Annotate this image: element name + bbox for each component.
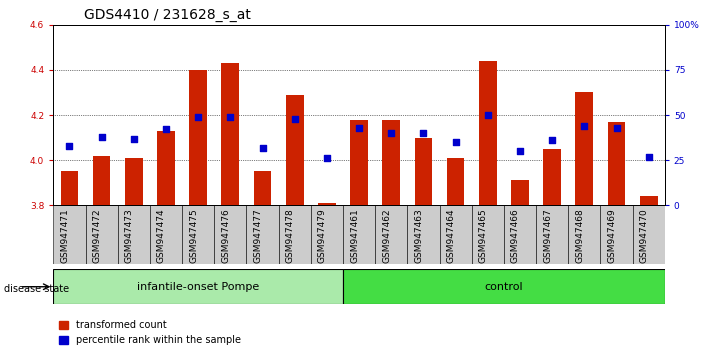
Point (353, 125, 365, 131)
Text: control: control (485, 282, 523, 292)
Bar (447, 158, 464, 205)
Text: GDS4410 / 231628_s_at: GDS4410 / 231628_s_at (84, 8, 251, 22)
Text: GSM947478: GSM947478 (286, 208, 294, 263)
Bar (536, 205, 568, 264)
Bar (575, 92, 593, 205)
Text: GSM947471: GSM947471 (60, 208, 70, 263)
Bar (53, 205, 85, 264)
Text: GSM947469: GSM947469 (607, 208, 616, 263)
Bar (254, 171, 272, 205)
Bar (471, 205, 504, 264)
Bar (383, 120, 400, 205)
Bar (150, 205, 182, 264)
Bar (53, 269, 343, 304)
Bar (214, 205, 247, 264)
Text: GSM947479: GSM947479 (318, 208, 327, 263)
Point (418, 130, 429, 136)
Bar (439, 205, 471, 264)
Bar (311, 205, 343, 264)
Bar (608, 122, 626, 205)
Text: GSM947477: GSM947477 (254, 208, 262, 263)
Bar (125, 158, 143, 205)
Bar (511, 181, 529, 205)
Legend: transformed count, percentile rank within the sample: transformed count, percentile rank withi… (55, 316, 245, 349)
Bar (600, 205, 633, 264)
Point (450, 139, 461, 145)
Bar (504, 205, 536, 264)
Point (547, 137, 558, 143)
Bar (479, 61, 496, 205)
Text: GSM947465: GSM947465 (479, 208, 488, 263)
Bar (118, 205, 150, 264)
Text: GSM947476: GSM947476 (221, 208, 230, 263)
Point (225, 114, 236, 120)
Bar (247, 205, 279, 264)
Bar (85, 205, 118, 264)
Text: GSM947475: GSM947475 (189, 208, 198, 263)
Bar (543, 149, 561, 205)
Point (96, 134, 107, 139)
Text: GSM947464: GSM947464 (447, 208, 456, 263)
Point (385, 130, 397, 136)
Text: GSM947462: GSM947462 (383, 208, 391, 263)
Text: disease state: disease state (4, 284, 69, 293)
Bar (182, 205, 214, 264)
Bar (633, 205, 665, 264)
Text: infantile-onset Pompe: infantile-onset Pompe (137, 282, 260, 292)
Point (643, 154, 654, 159)
Bar (189, 70, 207, 205)
Bar (60, 171, 78, 205)
Bar (286, 95, 304, 205)
Bar (415, 138, 432, 205)
Bar (221, 63, 239, 205)
Text: GSM947461: GSM947461 (350, 208, 359, 263)
Point (160, 127, 171, 132)
Bar (407, 205, 439, 264)
Point (579, 123, 590, 129)
Text: GSM947468: GSM947468 (575, 208, 584, 263)
Text: GSM947466: GSM947466 (511, 208, 520, 263)
Text: GSM947474: GSM947474 (157, 208, 166, 263)
Point (64, 143, 75, 149)
Bar (343, 269, 665, 304)
Point (321, 155, 333, 161)
Point (257, 145, 268, 150)
Bar (92, 156, 110, 205)
Bar (318, 203, 336, 205)
Bar (375, 205, 407, 264)
Bar (568, 205, 600, 264)
Text: GSM947473: GSM947473 (124, 208, 134, 263)
Text: GSM947463: GSM947463 (415, 208, 424, 263)
Point (128, 136, 139, 141)
Bar (157, 131, 175, 205)
Point (289, 116, 300, 121)
Bar (343, 205, 375, 264)
Bar (279, 205, 311, 264)
Point (514, 148, 525, 154)
Text: GSM947472: GSM947472 (92, 208, 102, 263)
Text: GSM947470: GSM947470 (640, 208, 648, 263)
Bar (351, 120, 368, 205)
Point (611, 125, 622, 131)
Point (193, 114, 204, 120)
Point (482, 112, 493, 118)
Text: GSM947467: GSM947467 (543, 208, 552, 263)
Bar (640, 196, 658, 205)
